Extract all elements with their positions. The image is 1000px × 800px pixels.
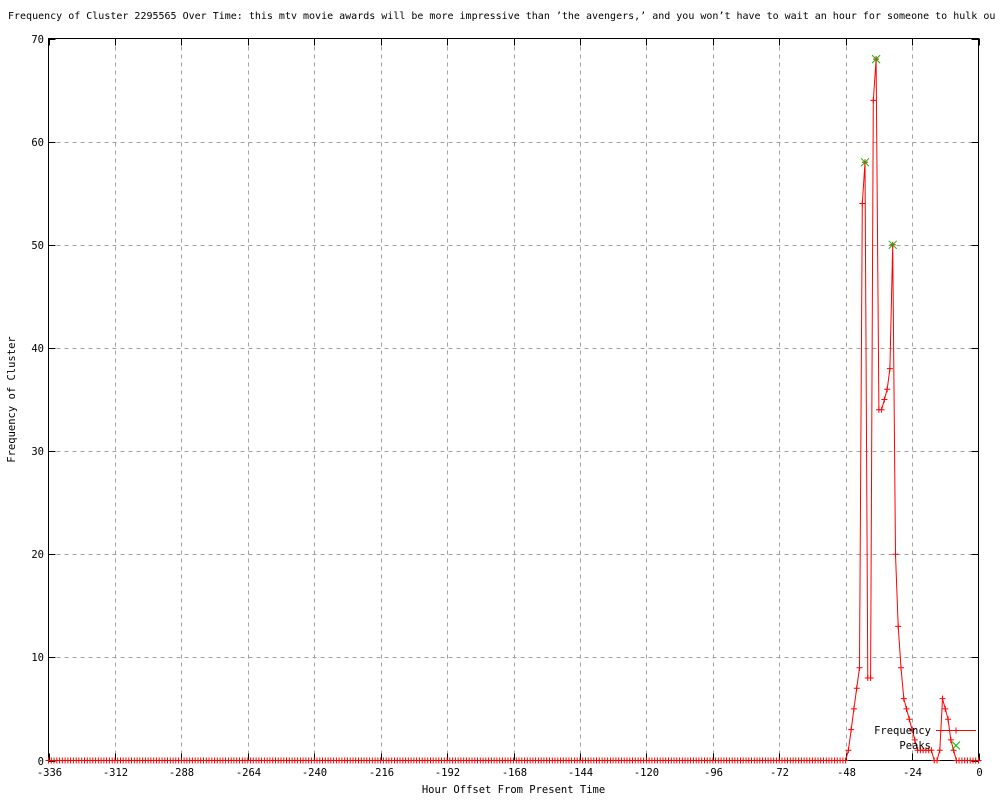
axis-ticks (48, 38, 980, 762)
x-tick-label: -336 (37, 767, 62, 779)
x-tick-label: -120 (634, 767, 659, 779)
grid (48, 38, 979, 761)
y-tick-labels: 0 10 20 30 40 50 60 70 (31, 34, 44, 768)
x-tick-label: -192 (435, 767, 460, 779)
plot-border (48, 38, 979, 761)
x-tick-label: -312 (103, 767, 128, 779)
legend: Frequency Peaks (874, 725, 976, 752)
y-axis-label: Frequency of Cluster (6, 336, 18, 462)
x-tick-label: -72 (770, 767, 789, 779)
chart-title: Frequency of Cluster 2295565 Over Time: … (8, 11, 995, 22)
y-tick-label: 40 (31, 343, 44, 355)
y-tick-label: 10 (31, 652, 44, 664)
x-tick-label: -288 (169, 767, 194, 779)
peak-x-markers (860, 54, 898, 250)
x-tick-label: -96 (704, 767, 723, 779)
x-axis-label: Hour Offset From Present Time (422, 784, 605, 796)
x-tick-label: -240 (302, 767, 327, 779)
legend-label-frequency: Frequency (874, 725, 931, 737)
frequency-line (48, 59, 979, 761)
legend-sample-x-marker (951, 741, 961, 750)
y-tick-label: 20 (31, 549, 44, 561)
legend-label-peaks: Peaks (899, 740, 931, 752)
x-tick-label: -264 (236, 767, 261, 779)
x-tick-label: -168 (502, 767, 527, 779)
y-tick-label: 50 (31, 240, 44, 252)
series-peaks-markers (860, 54, 898, 250)
x-tick-label: -144 (568, 767, 593, 779)
x-tick-label: -24 (903, 767, 922, 779)
y-tick-label: 60 (31, 137, 44, 149)
x-tick-labels: -336 -312 -288 -264 -240 -216 -192 -168 -144 -120… (37, 767, 983, 779)
legend-sample-plus-marker (953, 727, 959, 734)
x-tick-label: 0 (976, 767, 982, 779)
y-tick-label: 0 (38, 756, 44, 768)
x-tick-label: -216 (369, 767, 394, 779)
y-tick-label: 30 (31, 446, 44, 458)
x-tick-label: -48 (837, 767, 856, 779)
y-tick-label: 70 (31, 34, 44, 46)
